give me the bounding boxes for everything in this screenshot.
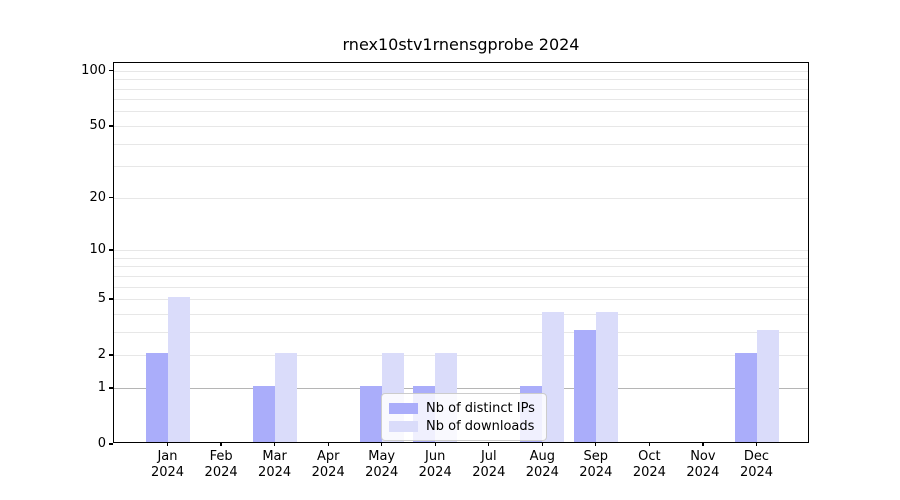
- x-tick-label-jul: Jul 2024: [472, 449, 506, 480]
- x-tick-mark-oct: [648, 442, 651, 446]
- x-tick-label-feb: Feb 2024: [204, 449, 238, 480]
- gridline-20: [114, 197, 808, 199]
- x-tick-label-aug: Aug 2024: [525, 449, 559, 480]
- legend-swatch-distinct-ips: [389, 402, 418, 414]
- gridline-3: [114, 331, 808, 333]
- gridline-90: [114, 79, 808, 81]
- gridline-40: [114, 143, 808, 145]
- x-tick-label-jan: Jan 2024: [150, 449, 185, 480]
- gridline-30: [114, 166, 808, 168]
- x-tick-mark-mar: [273, 442, 276, 446]
- legend-item-downloads: Nb of downloads: [389, 417, 539, 435]
- bar-nb-of-distinct-ips-sep: [573, 329, 596, 442]
- bar-nb-of-downloads-jan: [167, 297, 190, 442]
- gridline-80: [114, 88, 808, 90]
- y-tick-label-5: 5: [97, 291, 106, 306]
- x-tick-mark-jul: [488, 442, 490, 446]
- x-tick-mark-may: [381, 442, 383, 446]
- y-tick-mark-20: [109, 197, 113, 199]
- y-tick-mark-10: [109, 249, 113, 251]
- y-tick-label-10: 10: [89, 242, 106, 257]
- y-tick-mark-50: [109, 125, 113, 127]
- x-tick-mark-dec: [755, 442, 758, 446]
- x-tick-mark-jun: [434, 442, 436, 446]
- gridline-100: [114, 70, 808, 72]
- gridline-8: [114, 266, 808, 268]
- x-tick-label-nov: Nov 2024: [686, 449, 720, 480]
- gridline-9: [114, 257, 808, 259]
- bar-nb-of-downloads-dec: [756, 329, 779, 442]
- x-tick-mark-nov: [702, 442, 704, 446]
- x-tick-label-oct: Oct 2024: [632, 449, 666, 480]
- bar-nb-of-distinct-ips-jan: [145, 353, 168, 442]
- bar-nb-of-distinct-ips-dec: [734, 353, 757, 442]
- gridline-50: [114, 125, 808, 127]
- y-tick-label-50: 50: [89, 117, 106, 133]
- legend-swatch-downloads: [389, 420, 418, 432]
- x-tick-mark-aug: [541, 442, 543, 446]
- gridline-5: [114, 299, 808, 300]
- x-tick-label-dec: Dec 2024: [739, 449, 774, 480]
- x-tick-mark-feb: [220, 442, 222, 446]
- bar-nb-of-downloads-aug: [542, 311, 565, 442]
- legend-item-distinct-ips: Nb of distinct IPs: [389, 399, 539, 417]
- gridline-2: [114, 355, 808, 357]
- gridline-6: [114, 286, 808, 288]
- y-tick-label-2: 2: [97, 347, 106, 363]
- y-tick-label-1: 1: [97, 379, 106, 395]
- bar-nb-of-distinct-ips-mar: [252, 385, 275, 442]
- x-tick-mark-sep: [595, 442, 597, 446]
- x-tick-label-sep: Sep 2024: [579, 449, 613, 480]
- x-tick-label-may: May 2024: [365, 449, 399, 480]
- y-tick-label-100: 100: [81, 62, 106, 78]
- gridline-70: [114, 99, 808, 101]
- plot-area: 0 1 2 5 10 20 50 100 Jan 2024 Feb 2024 Mar 2024 Apr 20…: [81, 62, 809, 480]
- y-tick-mark-5: [109, 298, 113, 300]
- gridline-10: [114, 250, 808, 251]
- x-tick-label-jun: Jun 2024: [418, 449, 452, 480]
- x-tick-mark-jan: [166, 442, 169, 446]
- gridline-60: [114, 111, 808, 113]
- chart-title: rnex10stv1rnensgprobe 2024: [342, 35, 580, 54]
- legend: Nb of distinct IPs Nb of downloads: [381, 393, 547, 441]
- bar-nb-of-downloads-mar: [274, 353, 297, 442]
- gridline-7: [114, 275, 808, 277]
- bar-nb-of-downloads-sep: [595, 311, 618, 442]
- legend-label-distinct-ips: Nb of distinct IPs: [426, 400, 535, 416]
- gridline-4: [114, 313, 808, 315]
- legend-label-downloads: Nb of downloads: [426, 418, 535, 434]
- gridline-1-emphasized: [114, 387, 808, 389]
- bar-nb-of-distinct-ips-may: [359, 385, 382, 442]
- x-tick-label-mar: Mar 2024: [258, 449, 292, 480]
- y-tick-mark-0: [109, 443, 113, 445]
- y-tick-mark-2: [109, 354, 113, 356]
- y-tick-mark-1: [109, 387, 113, 389]
- x-tick-mark-apr: [327, 442, 329, 446]
- y-tick-label-20: 20: [89, 189, 106, 205]
- y-tick-label-0: 0: [97, 436, 106, 451]
- x-tick-label-apr: Apr 2024: [311, 449, 345, 480]
- y-tick-mark-100: [109, 69, 113, 72]
